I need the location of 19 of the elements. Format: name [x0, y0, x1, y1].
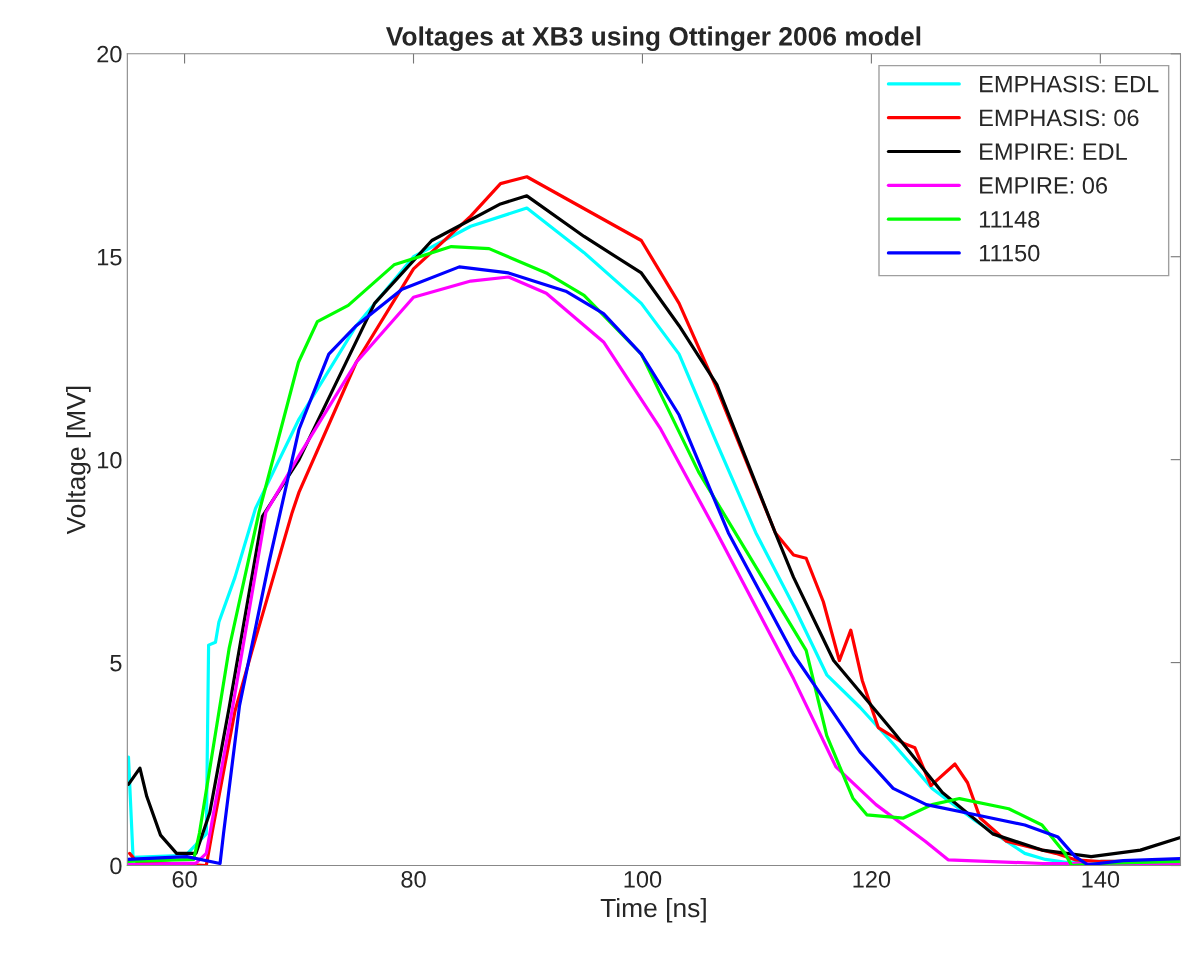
y-tick-label: 10: [98, 451, 122, 469]
x-tick-label: 100: [624, 871, 662, 888]
chart-title: Voltages at XB3 using Ottinger 2006 model: [385, 26, 921, 52]
x-axis-title: Time [ns]: [600, 897, 706, 923]
legend-label: 11148: [979, 210, 1040, 228]
legend-label: EMPHASIS: EDL: [980, 75, 1159, 93]
y-axis-title: Voltage [MV]: [66, 386, 91, 535]
x-tick-label: 60: [172, 871, 197, 888]
x-tick-label: 120: [853, 871, 891, 888]
x-tick-label: 140: [1082, 871, 1120, 888]
legend-label: EMPIRE: EDL: [980, 143, 1127, 160]
y-tick-label: 5: [110, 654, 122, 672]
x-tick-label: 80: [401, 871, 426, 888]
legend-label: EMPHASIS: 06: [980, 109, 1139, 127]
y-tick-label: 15: [98, 249, 122, 266]
legend-label: 11150: [979, 244, 1040, 262]
legend-label: EMPIRE: 06: [980, 177, 1108, 194]
y-tick-label: 20: [97, 45, 122, 63]
y-tick-label: 0: [110, 857, 122, 875]
